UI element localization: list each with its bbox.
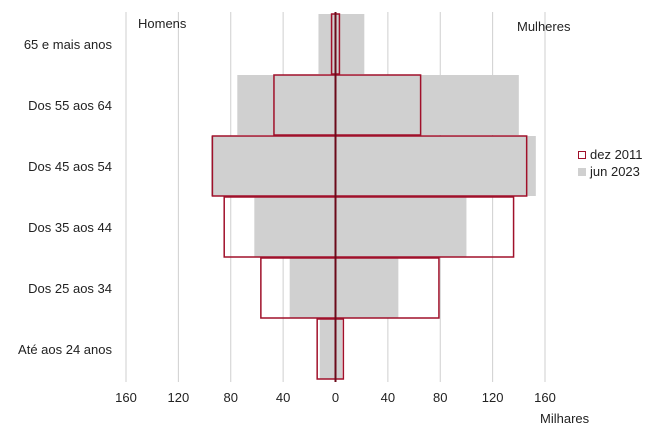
legend-swatch-outline: [578, 150, 586, 159]
legend-swatch-filled: [578, 167, 586, 176]
x-tick-label-4: 0: [332, 390, 339, 405]
bar-dez-2011-1: [260, 257, 440, 319]
x-tick-label-1: 120: [168, 390, 190, 405]
x-tick-label-3: 40: [276, 390, 290, 405]
legend-label-dez-2011: dez 2011: [590, 147, 643, 162]
dez-2011-bars: [211, 13, 528, 380]
bar-dez-2011-4: [273, 74, 422, 136]
men-side-label: Homens: [138, 16, 187, 31]
category-label-0: Até aos 24 anos: [18, 342, 112, 357]
legend-label-jun-2023: jun 2023: [590, 164, 640, 179]
x-tick-label-2: 80: [224, 390, 238, 405]
x-tick-label-6: 80: [433, 390, 447, 405]
category-label-1: Dos 25 aos 34: [28, 281, 112, 296]
x-tick-label-0: 160: [115, 390, 137, 405]
category-label-2: Dos 35 aos 44: [28, 220, 112, 235]
x-tick-label-5: 40: [381, 390, 395, 405]
x-axis-unit-label: Milhares: [540, 411, 590, 426]
category-label-3: Dos 45 aos 54: [28, 159, 112, 174]
category-labels: Até aos 24 anos Dos 25 aos 34 Dos 35 aos 4…: [18, 37, 112, 357]
x-tick-label-8: 160: [534, 390, 556, 405]
category-label-5: 65 e mais anos: [24, 37, 113, 52]
bar-jun-2023-4: [237, 75, 519, 135]
bar-dez-2011-2: [223, 196, 515, 258]
jun-2023-bars: [211, 14, 536, 379]
legend: dez 2011 jun 2023: [578, 146, 643, 180]
bar-jun-2023-0: [319, 319, 343, 379]
legend-item-jun-2023: jun 2023: [578, 163, 643, 180]
category-label-4: Dos 55 aos 64: [28, 98, 112, 113]
bar-jun-2023-1: [289, 258, 399, 318]
bar-dez-2011-0: [316, 318, 345, 380]
women-side-label: Mulheres: [517, 19, 571, 34]
bar-jun-2023-2: [254, 197, 467, 257]
bar-jun-2023-3: [211, 136, 536, 196]
legend-item-dez-2011: dez 2011: [578, 146, 643, 163]
x-tick-label-7: 120: [482, 390, 504, 405]
bar-dez-2011-3: [211, 135, 528, 197]
bar-jun-2023-5: [318, 14, 365, 74]
x-tick-labels: 160 120 80 40 0 40 80 120 160: [115, 390, 556, 405]
